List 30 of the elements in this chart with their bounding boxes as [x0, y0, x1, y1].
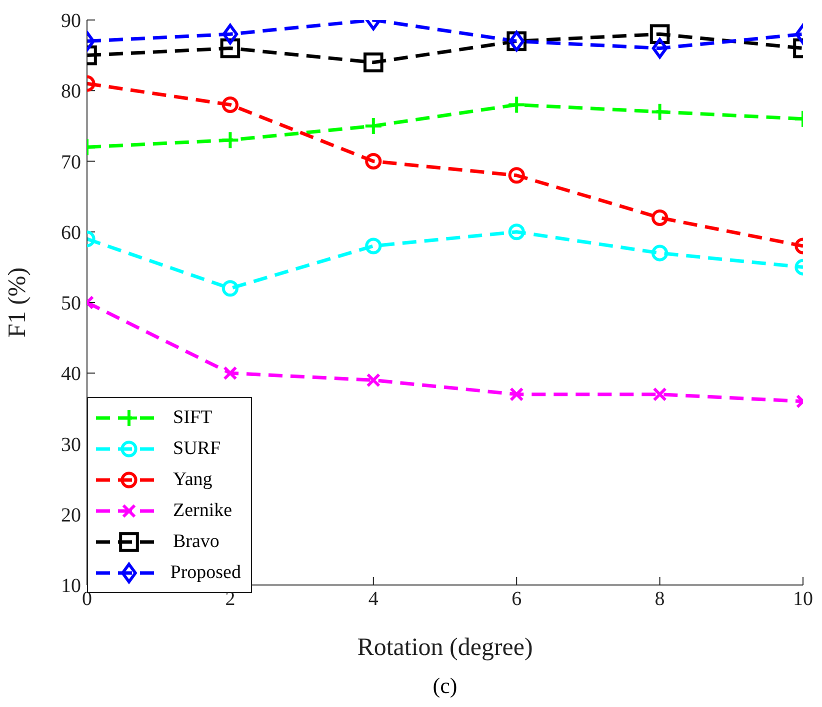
x-tick-label: 8	[654, 588, 665, 610]
point	[365, 238, 382, 254]
x-tick-label: 0	[82, 588, 92, 610]
x-tick-label: 6	[512, 588, 522, 610]
legend-label: Bravo	[173, 530, 220, 552]
y-tick-label: 50	[61, 292, 81, 315]
point	[364, 52, 384, 72]
point	[366, 373, 380, 388]
point	[507, 95, 526, 114]
point	[364, 116, 383, 136]
legend-label: Proposed	[170, 562, 241, 584]
point	[508, 167, 525, 184]
y-tick-label: 80	[61, 80, 81, 103]
legend-label: Yang	[173, 468, 212, 490]
point	[508, 224, 525, 240]
point	[365, 152, 382, 170]
legend-label: SIFT	[173, 406, 212, 428]
y-tick-label: 90	[61, 10, 81, 32]
y-tick-label: 60	[61, 222, 81, 244]
point	[510, 387, 524, 402]
x-tick-label: 4	[368, 588, 378, 610]
text: (c)	[432, 673, 458, 699]
legend-label: SURF	[173, 438, 221, 460]
x-axis-title: Rotation (degree)	[357, 634, 533, 661]
legend-label: Zernike	[173, 500, 232, 522]
y-tick-label: 40	[61, 363, 81, 386]
x-tick-label: 10	[793, 588, 813, 610]
y-tick-label: 20	[61, 504, 81, 526]
y-tick-label: 30	[61, 434, 81, 456]
y-tick-label: 70	[61, 151, 81, 174]
